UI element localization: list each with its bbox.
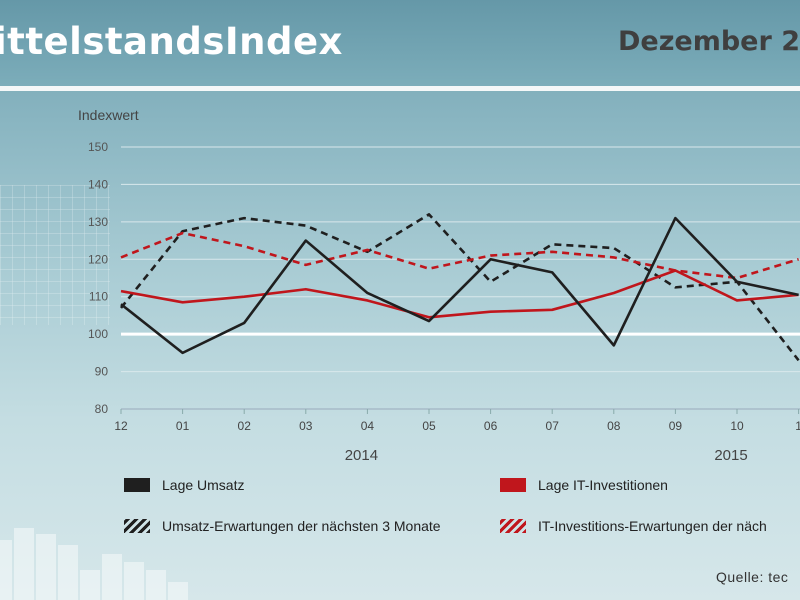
x-tick-label: 07 bbox=[546, 419, 560, 433]
legend-swatch-it-investitions-erwartungen bbox=[500, 519, 526, 533]
x-tick-label: 04 bbox=[361, 419, 375, 433]
series-line-lage-it-investitionen bbox=[120, 269, 799, 319]
report-date: Dezember 2 bbox=[617, 26, 800, 57]
legend-swatch-lage-umsatz bbox=[124, 478, 150, 492]
source-note: Quelle: tec bbox=[716, 569, 789, 585]
y-tick-label: 80 bbox=[95, 402, 109, 416]
legend-label-it-investitions-erwartungen: IT-Investitions-Erwartungen der näch bbox=[538, 518, 767, 534]
legend-label-lage-it-investitionen: Lage IT-Investitionen bbox=[538, 477, 668, 493]
year-label: 2014 bbox=[345, 447, 378, 464]
x-tick-label: 06 bbox=[484, 419, 498, 433]
y-tick-label: 110 bbox=[89, 290, 108, 304]
decorative-bar bbox=[124, 562, 144, 600]
x-tick-label: 03 bbox=[299, 419, 313, 433]
x-tick-label: 02 bbox=[238, 419, 252, 433]
legend-label-lage-umsatz: Lage Umsatz bbox=[162, 477, 245, 493]
x-tick-label: 01 bbox=[176, 419, 190, 433]
y-axis-label: Indexwert bbox=[78, 107, 139, 123]
decorative-bar bbox=[36, 534, 56, 600]
decorative-bar bbox=[58, 545, 78, 600]
page-title: ittelstandsIndex bbox=[0, 20, 343, 63]
series-line-lage-umsatz bbox=[120, 216, 799, 355]
legend-swatch-lage-it-investitionen bbox=[500, 478, 526, 492]
x-tick-label: 1 bbox=[795, 419, 800, 433]
x-tick-label: 09 bbox=[669, 419, 683, 433]
x-tick-label: 12 bbox=[114, 419, 128, 433]
x-tick-label: 08 bbox=[607, 419, 621, 433]
x-tick-label: 05 bbox=[422, 419, 436, 433]
y-tick-label: 140 bbox=[88, 177, 108, 191]
header-band bbox=[0, 0, 800, 86]
decorative-bar bbox=[0, 540, 12, 600]
legend-swatch-umsatz-erwartungen bbox=[124, 519, 150, 533]
year-label: 2015 bbox=[714, 447, 747, 464]
y-tick-label: 90 bbox=[95, 365, 109, 379]
y-tick-label: 150 bbox=[88, 140, 108, 154]
legend-item-umsatz-erwartungen: Umsatz-Erwartungen der nächsten 3 Monate bbox=[124, 518, 441, 534]
legend-item-lage-umsatz: Lage Umsatz bbox=[124, 477, 244, 493]
decorative-bar bbox=[102, 554, 122, 600]
series-line-umsatz-erwartungen-der-n-chsten-3-monate bbox=[119, 213, 800, 362]
legend-label-umsatz-erwartungen: Umsatz-Erwartungen der nächsten 3 Monate bbox=[162, 518, 441, 534]
decorative-bar bbox=[146, 570, 166, 600]
legend-item-it-investitions-erwartungen: IT-Investitions-Erwartungen der näch bbox=[500, 518, 767, 534]
decorative-bar bbox=[168, 582, 188, 600]
legend-item-lage-it-investitionen: Lage IT-Investitionen bbox=[500, 477, 668, 493]
decorative-bar bbox=[14, 528, 34, 600]
y-tick-label: 120 bbox=[88, 252, 108, 266]
y-tick-label: 130 bbox=[88, 215, 108, 229]
series-line-it-investitions-erwartungen-der-n-ch bbox=[120, 231, 799, 280]
header-rule bbox=[0, 86, 800, 91]
decorative-bar bbox=[80, 570, 100, 600]
y-tick-label: 100 bbox=[88, 327, 108, 341]
decorative-grid bbox=[0, 185, 110, 325]
x-tick-label: 10 bbox=[730, 419, 744, 433]
